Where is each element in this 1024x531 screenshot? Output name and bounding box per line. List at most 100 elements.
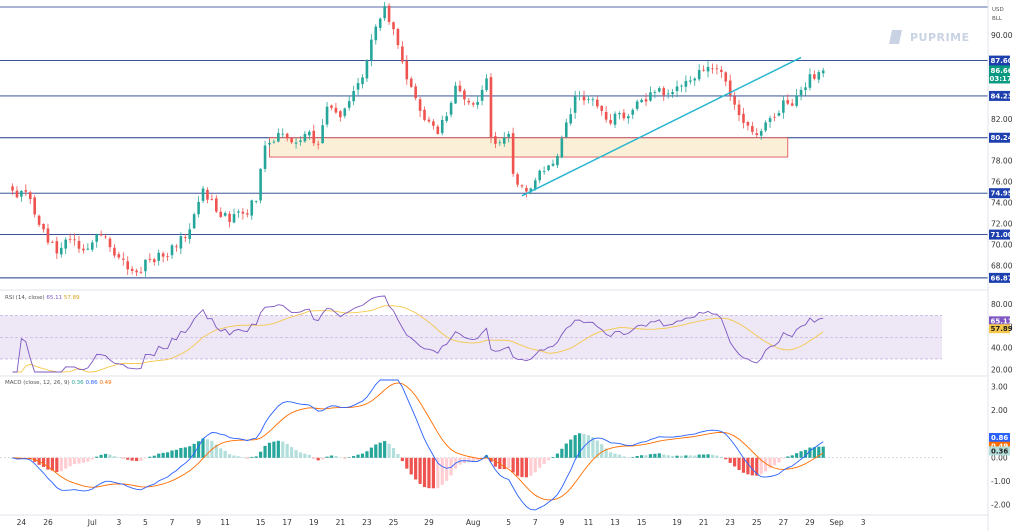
- candle-body: [139, 271, 143, 273]
- x-tick-label: 5: [506, 518, 511, 527]
- candle-body: [529, 188, 533, 192]
- candle: [90, 240, 94, 252]
- macd-histogram-bar: [374, 444, 378, 458]
- candle: [560, 135, 564, 159]
- candle-body: [564, 122, 568, 138]
- candle-body: [604, 111, 608, 120]
- candle: [290, 137, 293, 144]
- candle: [99, 230, 103, 237]
- macd-histogram-bar: [298, 452, 303, 458]
- candle-body: [693, 78, 697, 81]
- macd-histogram-bar: [50, 457, 55, 471]
- candle: [361, 74, 364, 89]
- candle: [82, 244, 85, 254]
- candle-body: [170, 245, 174, 256]
- macd-histogram-bar: [697, 454, 701, 458]
- macd-histogram-bar: [569, 439, 573, 458]
- candle-body: [684, 80, 688, 87]
- price-tick-label: 74.00: [991, 199, 1013, 208]
- candle: [161, 251, 165, 263]
- candle-body: [631, 109, 635, 115]
- level-tag-bg: [989, 90, 1010, 101]
- level-tag-label: 66.87: [991, 274, 1013, 282]
- macd-histogram-bar: [533, 457, 537, 473]
- x-tick-label: 26: [43, 518, 53, 527]
- candle: [37, 214, 41, 227]
- candle: [573, 90, 577, 119]
- macd-histogram-bar: [352, 456, 356, 458]
- candle: [418, 97, 422, 118]
- candle-body: [308, 131, 311, 136]
- macd-histogram-bar: [573, 435, 577, 458]
- candle: [653, 89, 657, 99]
- candle: [179, 232, 183, 255]
- macd-histogram-bar: [728, 457, 732, 463]
- macd-histogram-bar: [338, 457, 342, 459]
- candle-body: [321, 125, 324, 144]
- candle-body: [578, 95, 581, 97]
- candle: [378, 17, 382, 31]
- candle: [817, 69, 821, 84]
- candle: [423, 106, 426, 122]
- candle: [263, 140, 267, 173]
- macd-histogram-bar: [449, 457, 453, 476]
- candle: [706, 61, 710, 78]
- level-tag-label: 80.24: [991, 134, 1013, 142]
- candle-body: [20, 190, 23, 197]
- level-tag-bg: [989, 188, 1010, 199]
- candle: [520, 184, 524, 189]
- macd-histogram-bar: [148, 456, 152, 458]
- candle-body: [59, 247, 63, 255]
- candle-body: [237, 211, 240, 213]
- macd-histogram-bar: [414, 457, 418, 480]
- macd-histogram-bar: [276, 440, 280, 458]
- candle-body: [720, 69, 723, 72]
- macd-histogram-bar: [236, 456, 241, 458]
- candle: [702, 65, 705, 72]
- macd-histogram-bar: [360, 453, 365, 458]
- macd-histogram-bar: [715, 455, 719, 458]
- candle-body: [502, 137, 506, 144]
- candle-body: [184, 237, 187, 239]
- candle: [813, 70, 816, 81]
- candle: [786, 94, 790, 106]
- macd-tick-label: -2.00: [991, 500, 1011, 509]
- candle: [711, 63, 714, 74]
- candle: [86, 243, 90, 251]
- macd-histogram-bar: [586, 435, 591, 458]
- candle-body: [46, 228, 50, 243]
- currency-label: USD: [992, 7, 1004, 13]
- candle: [502, 132, 506, 147]
- candle: [237, 209, 240, 218]
- candle: [405, 55, 409, 85]
- macd-histogram-bar: [214, 444, 218, 458]
- macd-histogram-bar: [259, 451, 263, 458]
- macd-histogram-bar: [781, 457, 785, 459]
- candle: [582, 90, 586, 106]
- macd-hist-tag: 0.36: [989, 446, 1010, 456]
- candle-body: [316, 143, 320, 145]
- macd-histogram-bar: [285, 443, 289, 458]
- candle: [480, 85, 484, 106]
- candle: [184, 233, 187, 243]
- candle: [604, 106, 608, 123]
- candle-body: [268, 142, 271, 145]
- macd-histogram-bar: [201, 438, 205, 458]
- candle: [42, 223, 45, 233]
- candle-body: [246, 213, 249, 215]
- candle-body: [804, 87, 807, 91]
- macd-histogram-bar: [143, 457, 148, 459]
- candle: [494, 131, 497, 149]
- candle-body: [653, 92, 657, 93]
- macd-histogram-bar: [165, 452, 170, 458]
- candle: [556, 153, 559, 169]
- rsi-value-tag: 65.11: [989, 316, 1013, 326]
- candle-body: [414, 86, 417, 99]
- x-tick-label: 23: [362, 518, 372, 527]
- candle-body: [768, 118, 772, 122]
- candle: [73, 233, 76, 246]
- candle: [299, 136, 302, 146]
- macd-histogram-bar: [152, 455, 156, 458]
- candle: [95, 233, 99, 248]
- macd-histogram-bar: [613, 453, 617, 458]
